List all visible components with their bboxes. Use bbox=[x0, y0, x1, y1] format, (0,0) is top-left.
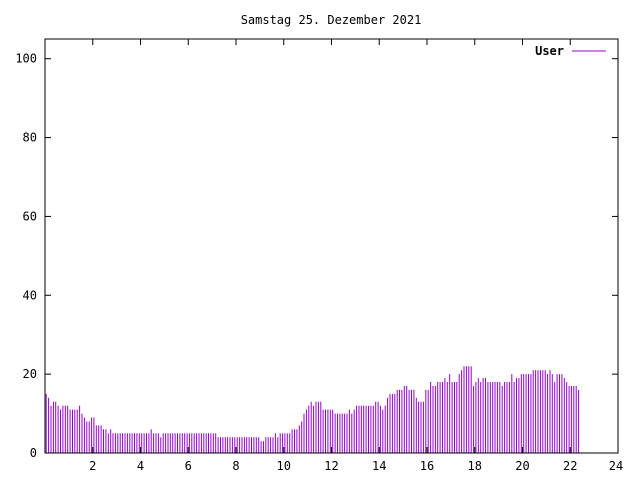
x-tick-label: 4 bbox=[137, 459, 144, 473]
x-tick-label: 2 bbox=[89, 459, 96, 473]
legend: User bbox=[535, 44, 606, 58]
y-tick-label: 60 bbox=[23, 209, 37, 223]
x-tick-label: 20 bbox=[515, 459, 529, 473]
x-tick-label: 12 bbox=[324, 459, 338, 473]
y-tick-label: 80 bbox=[23, 131, 37, 145]
y-tick-label: 0 bbox=[30, 446, 37, 460]
x-tick-label: 24 bbox=[609, 459, 623, 473]
y-tick-label: 100 bbox=[15, 52, 37, 66]
data-bars bbox=[45, 366, 580, 453]
plot-frame bbox=[44, 38, 619, 454]
x-tick-label: 8 bbox=[232, 459, 239, 473]
x-tick-label: 22 bbox=[563, 459, 577, 473]
chart-title: Samstag 25. Dezember 2021 bbox=[241, 13, 422, 27]
x-tick-label: 18 bbox=[468, 459, 482, 473]
legend-label-user: User bbox=[535, 44, 564, 58]
x-tick-label: 14 bbox=[372, 459, 386, 473]
x-tick-label: 10 bbox=[277, 459, 291, 473]
x-tick-label: 16 bbox=[420, 459, 434, 473]
y-tick-label: 40 bbox=[23, 288, 37, 302]
y-tick-label: 20 bbox=[23, 367, 37, 381]
x-tick-label: 6 bbox=[185, 459, 192, 473]
